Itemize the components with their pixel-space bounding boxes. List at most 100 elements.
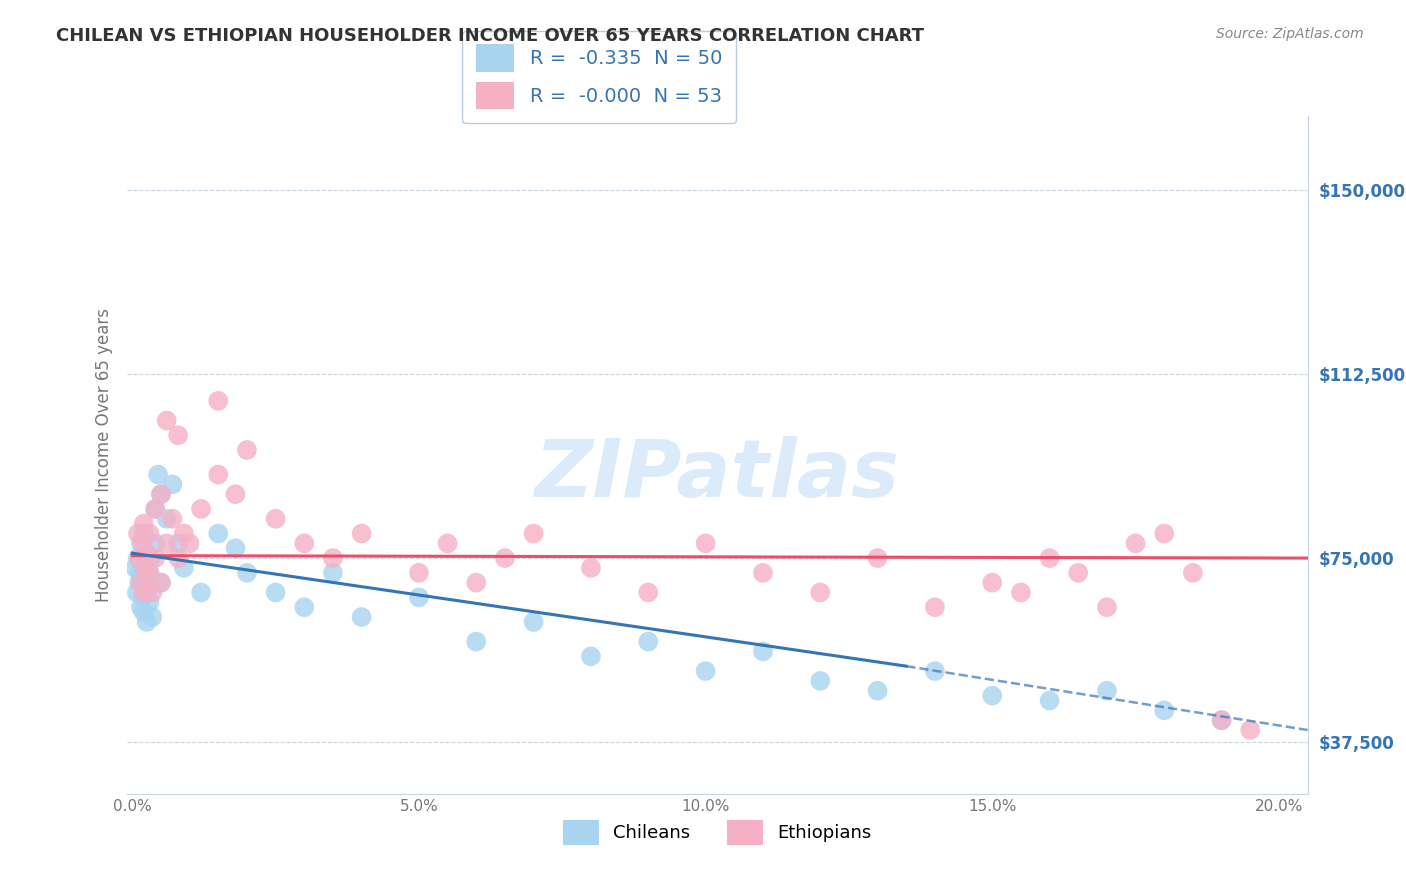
Point: [138, 526, 160, 541]
Point: [131, 571, 153, 585]
Point: [143, 551, 166, 566]
Point: [135, 585, 157, 599]
Point: [127, 551, 149, 566]
Point: [128, 575, 150, 590]
Point: [173, 526, 195, 541]
Point: [132, 605, 155, 619]
Point: [1239, 723, 1261, 737]
Text: CHILEAN VS ETHIOPIAN HOUSEHOLDER INCOME OVER 65 YEARS CORRELATION CHART: CHILEAN VS ETHIOPIAN HOUSEHOLDER INCOME …: [56, 27, 924, 45]
Point: [167, 551, 190, 566]
Point: [132, 526, 155, 541]
Point: [149, 575, 172, 590]
Point: [124, 561, 146, 575]
Point: [1153, 526, 1175, 541]
Point: [523, 526, 546, 541]
Point: [149, 575, 172, 590]
Text: Source: ZipAtlas.com: Source: ZipAtlas.com: [1216, 27, 1364, 41]
Point: [131, 536, 153, 550]
Point: [808, 673, 831, 688]
Point: [128, 551, 150, 566]
Point: [523, 615, 546, 629]
Point: [1067, 566, 1090, 580]
Point: [131, 591, 153, 605]
Point: [132, 516, 155, 531]
Point: [1181, 566, 1204, 580]
Point: [866, 551, 889, 566]
Point: [146, 467, 169, 482]
Point: [264, 512, 287, 526]
Point: [207, 526, 229, 541]
Point: [129, 575, 152, 590]
Point: [135, 615, 157, 629]
Point: [167, 536, 190, 550]
Point: [179, 536, 201, 550]
Point: [924, 600, 946, 615]
Point: [138, 595, 160, 609]
Point: [924, 664, 946, 678]
Point: [1153, 703, 1175, 717]
Point: [981, 689, 1004, 703]
Text: ZIPatlas: ZIPatlas: [534, 436, 900, 515]
Point: [190, 585, 212, 599]
Point: [138, 566, 160, 580]
Y-axis label: Householder Income Over 65 years: Householder Income Over 65 years: [94, 308, 112, 602]
Point: [322, 566, 344, 580]
Point: [132, 585, 155, 599]
Point: [465, 634, 488, 648]
Point: [637, 634, 659, 648]
Point: [143, 502, 166, 516]
Point: [134, 561, 156, 575]
Point: [141, 585, 163, 599]
Point: [143, 536, 166, 550]
Point: [752, 566, 775, 580]
Point: [637, 585, 659, 599]
Point: [322, 551, 344, 566]
Point: [1039, 551, 1062, 566]
Point: [292, 536, 315, 550]
Point: [350, 526, 373, 541]
Point: [156, 512, 179, 526]
Point: [156, 536, 179, 550]
Point: [125, 585, 148, 599]
Legend: Chileans, Ethiopians: Chileans, Ethiopians: [555, 813, 879, 853]
Point: [173, 561, 195, 575]
Point: [167, 428, 190, 442]
Point: [1211, 713, 1233, 727]
Point: [408, 566, 430, 580]
Point: [207, 467, 229, 482]
Point: [139, 551, 162, 566]
Point: [408, 591, 430, 605]
Point: [695, 664, 717, 678]
Point: [494, 551, 516, 566]
Point: [135, 546, 157, 560]
Point: [162, 512, 184, 526]
Point: [579, 561, 602, 575]
Point: [162, 477, 184, 491]
Point: [207, 393, 229, 408]
Point: [224, 487, 246, 501]
Point: [465, 575, 488, 590]
Point: [128, 566, 150, 580]
Point: [695, 536, 717, 550]
Point: [579, 649, 602, 664]
Point: [190, 502, 212, 516]
Point: [236, 442, 259, 457]
Point: [292, 600, 315, 615]
Point: [129, 536, 152, 550]
Point: [236, 566, 259, 580]
Point: [981, 575, 1004, 590]
Point: [127, 526, 149, 541]
Point: [1125, 536, 1147, 550]
Point: [1095, 600, 1118, 615]
Point: [129, 600, 152, 615]
Point: [436, 536, 458, 550]
Point: [149, 487, 172, 501]
Point: [143, 502, 166, 516]
Point: [1211, 713, 1233, 727]
Point: [224, 541, 246, 556]
Point: [1095, 683, 1118, 698]
Point: [1039, 693, 1062, 707]
Point: [149, 487, 172, 501]
Point: [350, 610, 373, 624]
Point: [134, 561, 156, 575]
